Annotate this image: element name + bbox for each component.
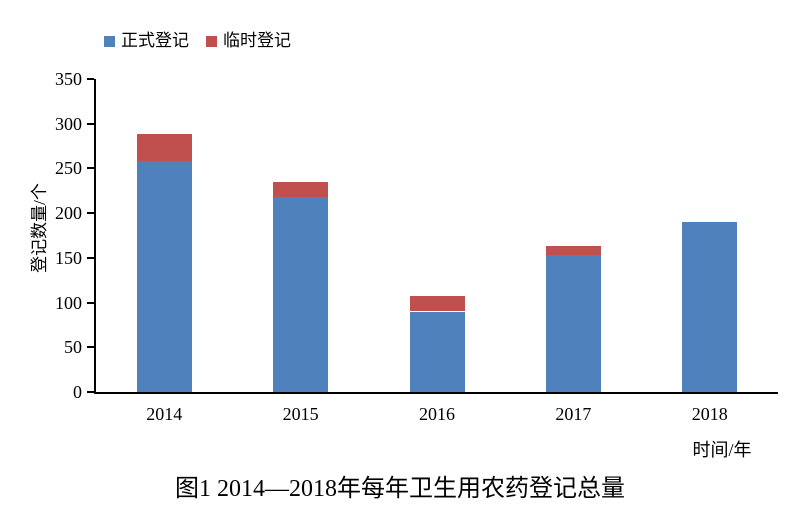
x-tick-label-2018: 2018 [691,404,728,424]
x-tick-label-2015: 2015 [282,404,319,424]
bar-2014-formal [136,161,192,392]
y-tick-mark-150 [87,256,94,259]
y-tick-label-300: 300 [55,113,82,134]
y-tick-label-0: 0 [73,382,82,402]
chart-legend: 正式登记 临时登记 [104,30,291,52]
x-tick-label-2017: 2017 [555,404,592,424]
y-tick-mark-300 [87,122,94,125]
y-tick-mark-200 [87,212,94,215]
legend-label-formal-registration: 正式登记 [121,31,189,50]
y-tick-mark-50 [87,346,94,349]
y-tick-label-250: 250 [55,158,82,179]
legend-swatch-formal-icon [104,35,115,47]
y-tick-mark-350 [87,78,94,80]
y-tick-mark-100 [87,301,94,304]
y-tick-label-150: 150 [55,247,82,268]
bar-2014-temporary [136,133,192,162]
bar-2017-formal [545,255,601,392]
y-tick-label-50: 50 [64,337,82,358]
x-axis-line [94,392,778,394]
figure-caption: 图1 2014—2018年每年卫生用农药登记总量 [175,476,625,502]
legend-label-temporary-registration: 临时登记 [223,31,291,50]
bar-2016-temporary [409,296,465,312]
x-tick-label-2014: 2014 [146,404,183,424]
y-tick-mark-0 [87,391,94,393]
y-tick-label-200: 200 [55,203,82,224]
legend-swatch-temporary-icon [206,35,217,47]
bar-2015-formal [273,197,329,392]
x-axis-title: 时间/年 [692,440,752,460]
x-tick-label-2016: 2016 [419,404,455,424]
y-tick-mark-250 [87,167,94,170]
bar-2017-temporary [545,246,601,256]
bar-2018-formal [682,222,738,392]
legend-item-formal-registration: 正式登记 [104,30,189,52]
bar-2016-formal [409,311,465,392]
bar-2015-temporary [273,181,329,198]
legend-item-temporary-registration: 临时登记 [206,30,291,52]
y-axis-line [94,79,96,394]
y-tick-label-350: 350 [55,69,82,89]
y-tick-label-100: 100 [55,292,82,313]
